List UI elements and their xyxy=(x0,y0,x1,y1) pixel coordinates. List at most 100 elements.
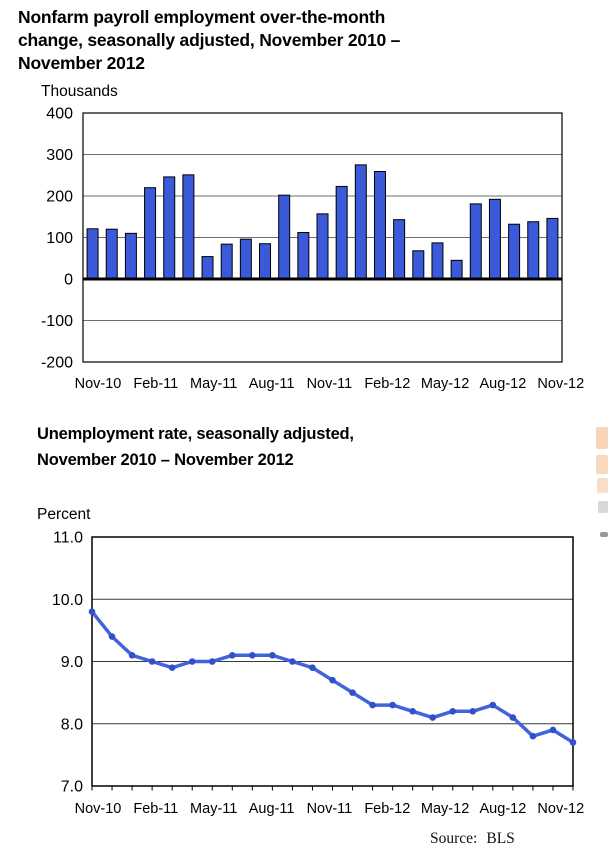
x-axis-tick-label: May-12 xyxy=(421,801,469,817)
data-point-marker xyxy=(168,664,176,672)
bar xyxy=(297,232,310,280)
y-axis-tick-label: 10.0 xyxy=(52,592,83,609)
x-axis-tick-label: Aug-12 xyxy=(480,376,527,392)
data-point-marker xyxy=(188,658,196,665)
clipped-edge-artifact xyxy=(600,532,608,537)
bar xyxy=(239,238,252,280)
bar xyxy=(182,174,195,280)
data-point-marker xyxy=(369,701,376,709)
data-point-marker xyxy=(529,732,537,740)
source-note-label: Source: xyxy=(430,830,478,847)
bar xyxy=(527,221,540,280)
plot-border xyxy=(82,112,563,363)
bar xyxy=(144,187,157,280)
unemployment-chart-title-line2: November 2010 – November 2012 xyxy=(37,451,294,469)
x-axis-tick-label: Aug-11 xyxy=(249,801,295,817)
data-point-marker xyxy=(469,708,477,715)
clipped-edge-artifact xyxy=(598,501,608,513)
data-point-marker xyxy=(269,651,276,659)
y-axis-tick-label: 400 xyxy=(46,106,73,123)
y-axis-tick-label: 8.0 xyxy=(61,716,83,733)
bar xyxy=(450,259,463,280)
payroll-y-axis-unit-label: Thousands xyxy=(41,83,118,100)
data-point-marker xyxy=(148,658,156,665)
source-note-value: BLS xyxy=(486,830,515,847)
data-point-marker xyxy=(569,739,577,746)
x-axis-tick-label: Nov-10 xyxy=(75,376,122,392)
bar xyxy=(508,223,521,280)
payroll-chart-title-line3: November 2012 xyxy=(18,53,145,73)
data-point-marker xyxy=(389,701,396,709)
bar xyxy=(431,242,444,280)
x-axis-tick-label: Feb-12 xyxy=(364,376,410,392)
bar xyxy=(412,250,425,280)
bar xyxy=(488,198,501,280)
bar xyxy=(316,213,329,280)
x-axis-tick-label: Feb-11 xyxy=(133,376,178,392)
data-point-marker xyxy=(309,664,316,672)
payroll-chart-title-line1: Nonfarm payroll employment over-the-mont… xyxy=(18,7,386,27)
bar xyxy=(220,243,233,280)
unemployment-chart-title-line1: Unemployment rate, seasonally adjusted, xyxy=(37,425,354,443)
bar xyxy=(124,232,137,280)
y-axis-tick-label: 0 xyxy=(64,272,73,289)
x-axis-tick-label: Aug-12 xyxy=(480,801,527,817)
x-axis-tick-label: Feb-12 xyxy=(364,801,410,817)
unemployment-y-axis-unit-label: Percent xyxy=(37,506,91,523)
data-point-marker xyxy=(429,714,437,721)
x-axis-tick-label: May-11 xyxy=(190,376,237,392)
bar xyxy=(163,176,176,280)
bar xyxy=(393,219,406,280)
x-axis-tick-label: Nov-11 xyxy=(307,801,353,817)
data-point-marker xyxy=(88,608,96,615)
bar xyxy=(354,164,367,280)
bar xyxy=(469,203,482,280)
bar xyxy=(373,171,386,280)
data-point-marker xyxy=(329,676,336,684)
y-axis-tick-label: -200 xyxy=(41,355,73,372)
unemployment-chart-title: Unemployment rate, seasonally adjusted, … xyxy=(37,421,354,473)
x-axis-tick-label: Nov-10 xyxy=(75,801,122,817)
data-point-marker xyxy=(509,714,517,721)
y-axis-tick-label: 11.0 xyxy=(53,530,83,547)
bar xyxy=(546,217,559,280)
data-point-marker xyxy=(108,633,116,640)
y-axis-tick-label: 200 xyxy=(46,189,73,206)
bar xyxy=(335,185,348,280)
bar xyxy=(105,228,118,280)
clipped-edge-artifact xyxy=(597,478,608,493)
y-axis-tick-label: -100 xyxy=(41,313,73,330)
data-point-marker xyxy=(489,701,497,709)
data-point-marker xyxy=(128,651,136,659)
y-axis-tick-label: 300 xyxy=(46,147,73,164)
bar xyxy=(86,228,99,280)
data-point-marker xyxy=(289,658,296,665)
x-axis-tick-label: Feb-11 xyxy=(133,801,178,817)
y-axis-tick-label: 7.0 xyxy=(61,779,83,796)
data-point-marker xyxy=(349,689,356,696)
bar xyxy=(278,194,291,280)
data-point-marker xyxy=(208,658,216,665)
source-note: Source: BLS xyxy=(430,830,515,848)
unemployment-line-chart: 11.0 10.0 9.0 8.0 7.0 Nov-10 Feb-11 May-11 Aug-1… xyxy=(52,530,584,818)
data-point-marker xyxy=(549,726,557,734)
bar xyxy=(259,243,272,280)
payroll-chart-title: Nonfarm payroll employment over-the-mont… xyxy=(18,6,400,75)
x-axis-tick-label: May-11 xyxy=(190,801,237,817)
x-axis-tick-label: Nov-12 xyxy=(537,376,584,392)
bar xyxy=(201,256,214,280)
data-point-marker xyxy=(228,651,236,659)
data-point-marker xyxy=(449,708,457,715)
x-axis-tick-label: May-12 xyxy=(421,376,469,392)
x-axis-tick-label: Aug-11 xyxy=(249,376,295,392)
clipped-edge-artifact xyxy=(596,427,608,449)
x-axis-tick-label: Nov-12 xyxy=(537,801,584,817)
payroll-chart-title-line2: change, seasonally adjusted, November 20… xyxy=(18,30,401,50)
y-axis-tick-label: 100 xyxy=(46,230,73,247)
x-axis-tick-label: Nov-11 xyxy=(307,376,353,392)
data-point-marker xyxy=(409,708,416,715)
clipped-edge-artifact xyxy=(596,455,608,474)
data-point-marker xyxy=(249,651,256,659)
